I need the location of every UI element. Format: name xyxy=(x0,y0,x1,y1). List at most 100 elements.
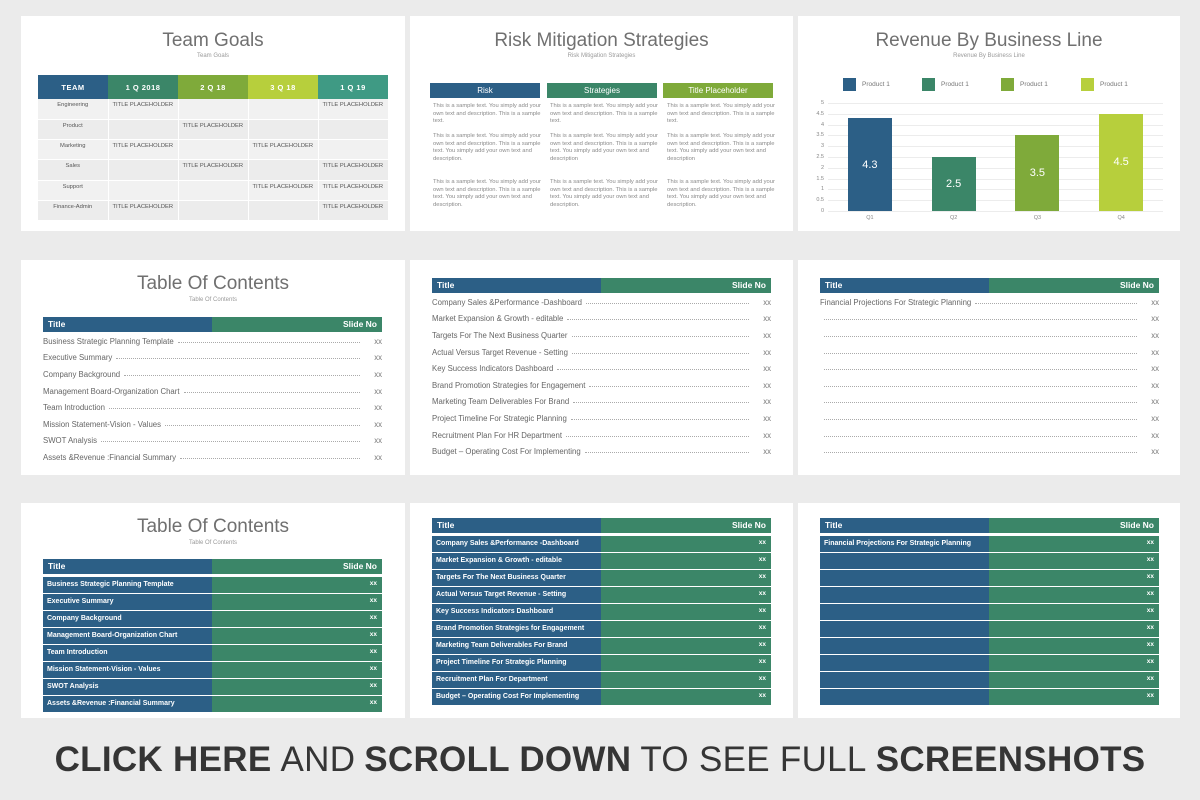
toc-item-title: Assets &Revenue :Financial Summary xyxy=(43,452,177,462)
toc-row[interactable]: Market Expansion & Growth - editable xx xyxy=(432,553,771,569)
toc-row[interactable]: Targets For The Next Business Quarter xx xyxy=(432,570,771,586)
slide-toc-4[interactable]: Table Of Contents Table Of Contents Titl… xyxy=(21,503,405,718)
toc-row[interactable]: SWOT Analysis xx xyxy=(43,679,382,695)
toc-row[interactable]: Company Background xx xyxy=(43,366,382,383)
toc-row[interactable]: xx xyxy=(820,621,1159,637)
toc-slide-no: xx xyxy=(601,621,771,637)
toc-row[interactable]: xx xyxy=(820,360,1159,377)
col-slide-no: Slide No xyxy=(212,317,382,332)
legend-label: Product 1 xyxy=(1100,81,1128,88)
toc-row[interactable]: Actual Versus Target Revenue - Setting xx xyxy=(432,344,771,361)
toc-row[interactable]: Executive Summary xx xyxy=(43,350,382,367)
risk-text: This is a sample text. You simply add yo… xyxy=(433,103,541,124)
toc-row[interactable]: xx xyxy=(820,427,1159,444)
toc-row[interactable]: Recruitment Plan For Department xx xyxy=(432,672,771,688)
toc-row[interactable]: xx xyxy=(820,410,1159,427)
toc-row[interactable]: Company Sales &Performance -Dashboard xx xyxy=(432,536,771,552)
toc-item-title: Executive Summary xyxy=(43,594,212,610)
leader-dots xyxy=(824,435,1137,437)
toc-row[interactable]: Team Introduction xx xyxy=(43,645,382,661)
toc-item-title: Key Success Indicators Dashboard xyxy=(432,604,601,620)
toc-row[interactable]: Recruitment Plan For HR Department xx xyxy=(432,427,771,444)
leader-dots xyxy=(101,441,360,443)
bar: 4.5 xyxy=(1099,113,1144,211)
slide-risk-mitigation[interactable]: Risk Mitigation Strategies Risk Mitigati… xyxy=(410,16,793,231)
slide-toc-2[interactable]: Title Slide No Company Sales &Performanc… xyxy=(410,260,793,475)
goal-cell xyxy=(318,139,389,161)
toc-slide-no: xx xyxy=(601,570,771,586)
leader-dots xyxy=(824,452,1137,454)
strategy-text: This is a sample text. You simply add yo… xyxy=(550,103,658,124)
toc-row[interactable]: xx xyxy=(820,638,1159,654)
toc-item-title: Mission Statement-Vision - Values xyxy=(43,662,212,678)
toc-row[interactable]: Budget – Operating Cost For Implementing… xyxy=(432,689,771,705)
toc-row[interactable]: xx xyxy=(820,689,1159,705)
toc-row[interactable]: Project Timeline For Strategic Planning x… xyxy=(432,655,771,671)
leader-dots xyxy=(567,319,749,321)
toc-row[interactable]: xx xyxy=(820,443,1159,460)
toc-row[interactable]: xx xyxy=(820,553,1159,569)
toc-row[interactable]: Company Background xx xyxy=(43,611,382,627)
toc-row[interactable]: Executive Summary xx xyxy=(43,594,382,610)
toc-row[interactable]: SWOT Analysis xx xyxy=(43,433,382,450)
cta-banner[interactable]: CLICK HERE AND SCROLL DOWN TO SEE FULL S… xyxy=(0,720,1200,800)
toc-row[interactable]: Market Expansion & Growth - editable xx xyxy=(432,311,771,328)
toc-row[interactable]: xx xyxy=(820,377,1159,394)
toc-row[interactable]: xx xyxy=(820,672,1159,688)
toc-row[interactable]: Company Sales &Performance -Dashboard xx xyxy=(432,294,771,311)
toc-row[interactable]: Mission Statement-Vision - Values xx xyxy=(43,662,382,678)
toc-row[interactable]: Marketing Team Deliverables For Brand xx xyxy=(432,638,771,654)
toc-row[interactable]: Team Introduction xx xyxy=(43,399,382,416)
toc-item-title xyxy=(820,604,989,620)
toc-row[interactable]: Budget – Operating Cost For Implementing… xyxy=(432,443,771,460)
toc-slide-no: xx xyxy=(763,430,771,440)
toc-row[interactable]: Key Success Indicators Dashboard xx xyxy=(432,604,771,620)
gridline xyxy=(828,200,1163,202)
toc-row[interactable]: Assets &Revenue :Financial Summary xx xyxy=(43,449,382,466)
toc-row[interactable]: Project Timeline For Strategic Planning x… xyxy=(432,410,771,427)
slide-toc-3[interactable]: Title Slide No Financial Projections For… xyxy=(798,260,1180,475)
slide-toc-6[interactable]: Title Slide No Financial Projections For… xyxy=(798,503,1180,718)
toc-row[interactable]: xx xyxy=(820,327,1159,344)
toc-slide-no: xx xyxy=(1151,430,1159,440)
toc-row[interactable]: Brand Promotion Strategies for Engagemen… xyxy=(432,621,771,637)
toc-row[interactable]: xx xyxy=(820,655,1159,671)
cta-click-here[interactable]: CLICK HERE xyxy=(54,740,272,779)
toc-item-title: Financial Projections For Strategic Plan… xyxy=(820,297,972,307)
slide-toc-5[interactable]: Title Slide No Company Sales &Performanc… xyxy=(410,503,793,718)
toc-row[interactable]: xx xyxy=(820,604,1159,620)
toc-row[interactable]: Key Success Indicators Dashboard xx xyxy=(432,360,771,377)
slide-team-goals[interactable]: Team Goals Team Goals TEAM 1 Q 2018 2 Q … xyxy=(21,16,405,231)
col-title: Title xyxy=(432,518,601,533)
goal-cell: TITLE PLACEHOLDER xyxy=(318,159,389,181)
toc-row[interactable]: Marketing Team Deliverables For Brand xx xyxy=(432,394,771,411)
gridline xyxy=(828,124,1163,126)
toc-row[interactable]: Targets For The Next Business Quarter xx xyxy=(432,327,771,344)
toc-row[interactable]: xx xyxy=(820,311,1159,328)
toc-row[interactable]: Mission Statement-Vision - Values xx xyxy=(43,416,382,433)
toc-slide-no: xx xyxy=(1151,397,1159,407)
toc-row[interactable]: Financial Projections For Strategic Plan… xyxy=(820,536,1159,552)
toc-row[interactable]: Business Strategic Planning Template xx xyxy=(43,333,382,350)
toc-row[interactable]: Brand Promotion Strategies for Engagemen… xyxy=(432,377,771,394)
toc-row[interactable]: xx xyxy=(820,587,1159,603)
toc-row[interactable]: Management Board-Organization Chart xx xyxy=(43,628,382,644)
leader-dots xyxy=(824,335,1137,337)
toc-row[interactable]: xx xyxy=(820,570,1159,586)
slide-revenue-chart[interactable]: Revenue By Business Line Revenue By Busi… xyxy=(798,16,1180,231)
toc-row[interactable]: Actual Versus Target Revenue - Setting xx xyxy=(432,587,771,603)
toc-row[interactable]: Business Strategic Planning Template xx xyxy=(43,577,382,593)
slide-subtitle: Team Goals xyxy=(196,53,229,59)
slide-toc-1[interactable]: Table Of Contents Table Of Contents Titl… xyxy=(21,260,405,475)
team-name: Marketing xyxy=(38,139,109,161)
x-tick-label: Q2 xyxy=(949,215,958,221)
x-tick-label: Q3 xyxy=(1033,215,1042,221)
slide-title: Team Goals xyxy=(162,30,264,51)
toc-row[interactable]: Assets &Revenue :Financial Summary xx xyxy=(43,696,382,712)
toc-row[interactable]: Financial Projections For Strategic Plan… xyxy=(820,294,1159,311)
toc-row[interactable]: xx xyxy=(820,344,1159,361)
toc-item-title: Budget – Operating Cost For Implementing xyxy=(432,689,601,705)
toc-item-title: Project Timeline For Strategic Planning xyxy=(432,655,601,671)
toc-row[interactable]: Management Board-Organization Chart xx xyxy=(43,383,382,400)
toc-row[interactable]: xx xyxy=(820,394,1159,411)
